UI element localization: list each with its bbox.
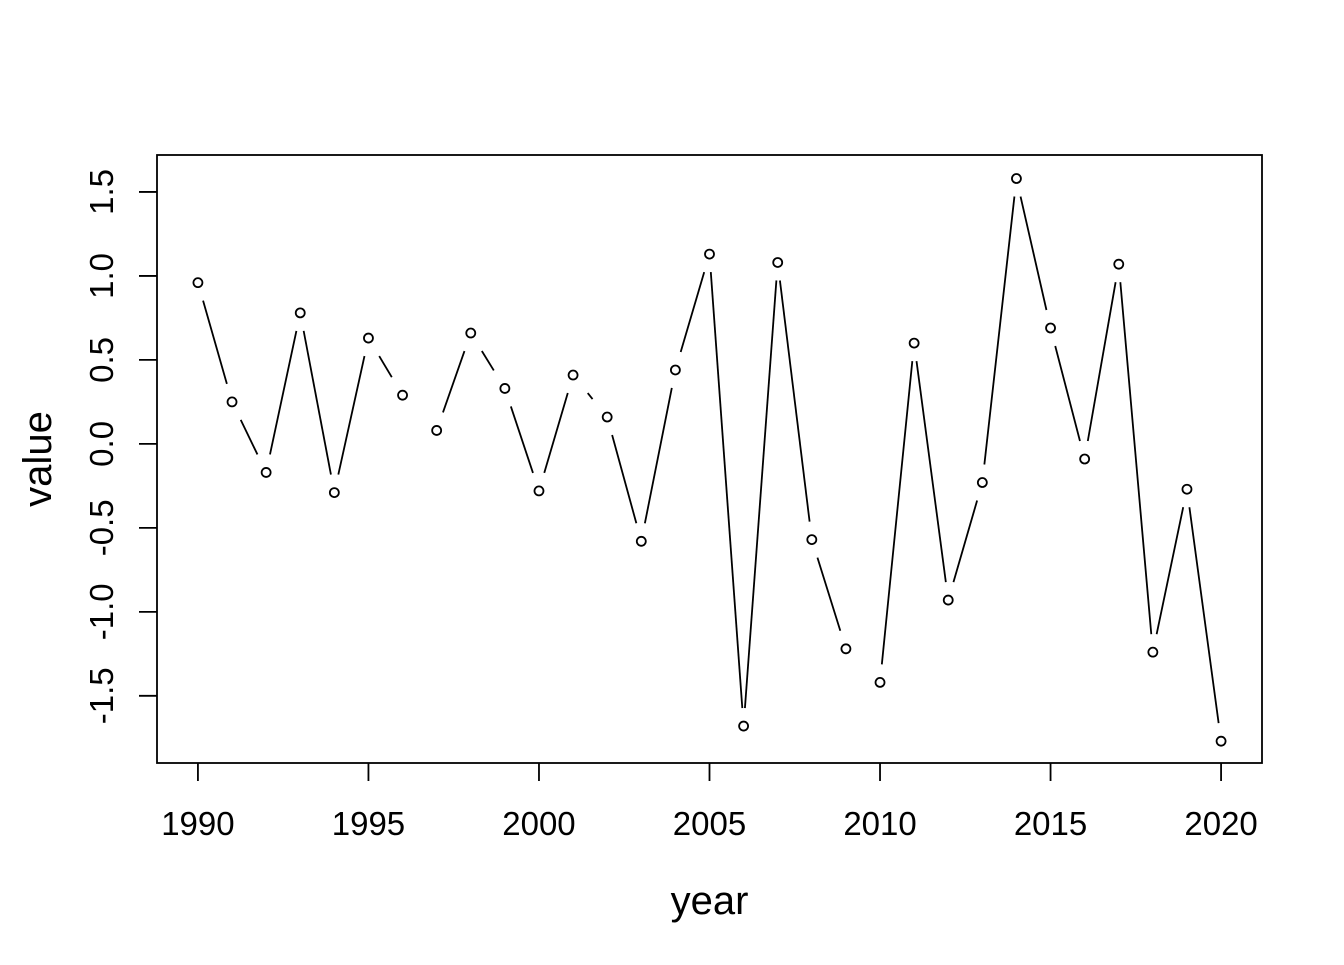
x-tick-label: 2020 [1184,805,1257,842]
data-point-2001 [567,369,579,381]
y-tick-label: -1.0 [83,583,120,640]
line-segment [587,392,594,400]
y-tick-label: 1.0 [83,253,120,299]
line-segment [1054,345,1081,442]
data-point-2003 [635,535,647,547]
data-point-2007 [772,257,784,268]
data-point-1991 [226,396,238,408]
data-point-2011 [908,337,920,349]
x-tick-label: 1995 [332,805,405,842]
data-point-2017 [1113,258,1125,270]
data-point-2016 [1079,453,1091,465]
line-segment [510,406,534,474]
line-segment [442,350,466,413]
data-point-1994 [328,487,340,498]
line-segment [709,272,744,709]
data-point-2008 [806,534,818,546]
y-axis-title: value [16,411,60,507]
line-segment [983,196,1016,465]
data-point-2012 [942,594,954,606]
line-segment [378,355,393,378]
x-tick-label: 2000 [502,805,575,842]
data-point-2015 [1045,322,1056,334]
data-point-1999 [499,383,511,394]
data-point-1990 [192,277,204,289]
x-tick-label: 2005 [673,805,746,842]
line-segment [1019,196,1048,311]
data-point-2009 [840,643,852,655]
line-segment [880,361,914,665]
line-segment [744,280,778,709]
line-segment [816,557,842,632]
line-segment [952,500,978,583]
data-point-2004 [669,364,681,376]
plot-box [156,154,1263,764]
data-point-2014 [1011,173,1022,184]
data-point-2010 [874,676,886,688]
line-segment [337,355,366,475]
data-point-2002 [601,411,613,423]
line-segment [239,419,259,455]
data-point-2019 [1181,483,1193,495]
x-axis-title: year [671,879,749,923]
y-tick-label: -1.5 [83,667,120,724]
line-segment [779,280,811,522]
data-point-1995 [363,332,374,344]
line-segment [1119,282,1153,635]
y-tick-label: 0.0 [83,421,120,467]
data-point-1998 [465,327,477,339]
x-tick-label: 2010 [843,805,916,842]
y-tick-label: 1.5 [83,169,120,215]
line-segment [481,350,495,371]
data-point-2000 [533,485,545,497]
line-segment [543,392,569,474]
y-tick-label: 0.5 [83,337,120,383]
data-point-1993 [294,307,306,319]
line-segment [1188,507,1220,724]
data-point-1997 [431,425,443,436]
line-segment [643,387,673,524]
data-point-1992 [260,467,272,478]
line-segment [202,300,228,385]
data-point-2005 [704,248,715,260]
data-point-1996 [397,389,408,401]
data-point-2013 [976,477,988,488]
line-segment [679,271,706,353]
data-point-2006 [738,720,750,732]
line-segment [1155,507,1185,635]
line-segment [302,330,332,475]
data-point-2020 [1215,735,1227,747]
y-tick-label: -0.5 [83,499,120,556]
line-segment [611,434,638,524]
x-tick-label: 2015 [1014,805,1087,842]
data-point-2018 [1147,646,1159,658]
x-tick-label: 1990 [161,805,234,842]
line-segment [269,330,298,455]
plot-area: 1990 1995 2000 2005 2010 2015 2020 -1.5 -1.0 -0.5… [83,154,1263,842]
line-segment [915,360,947,583]
line-segment [1086,282,1117,442]
